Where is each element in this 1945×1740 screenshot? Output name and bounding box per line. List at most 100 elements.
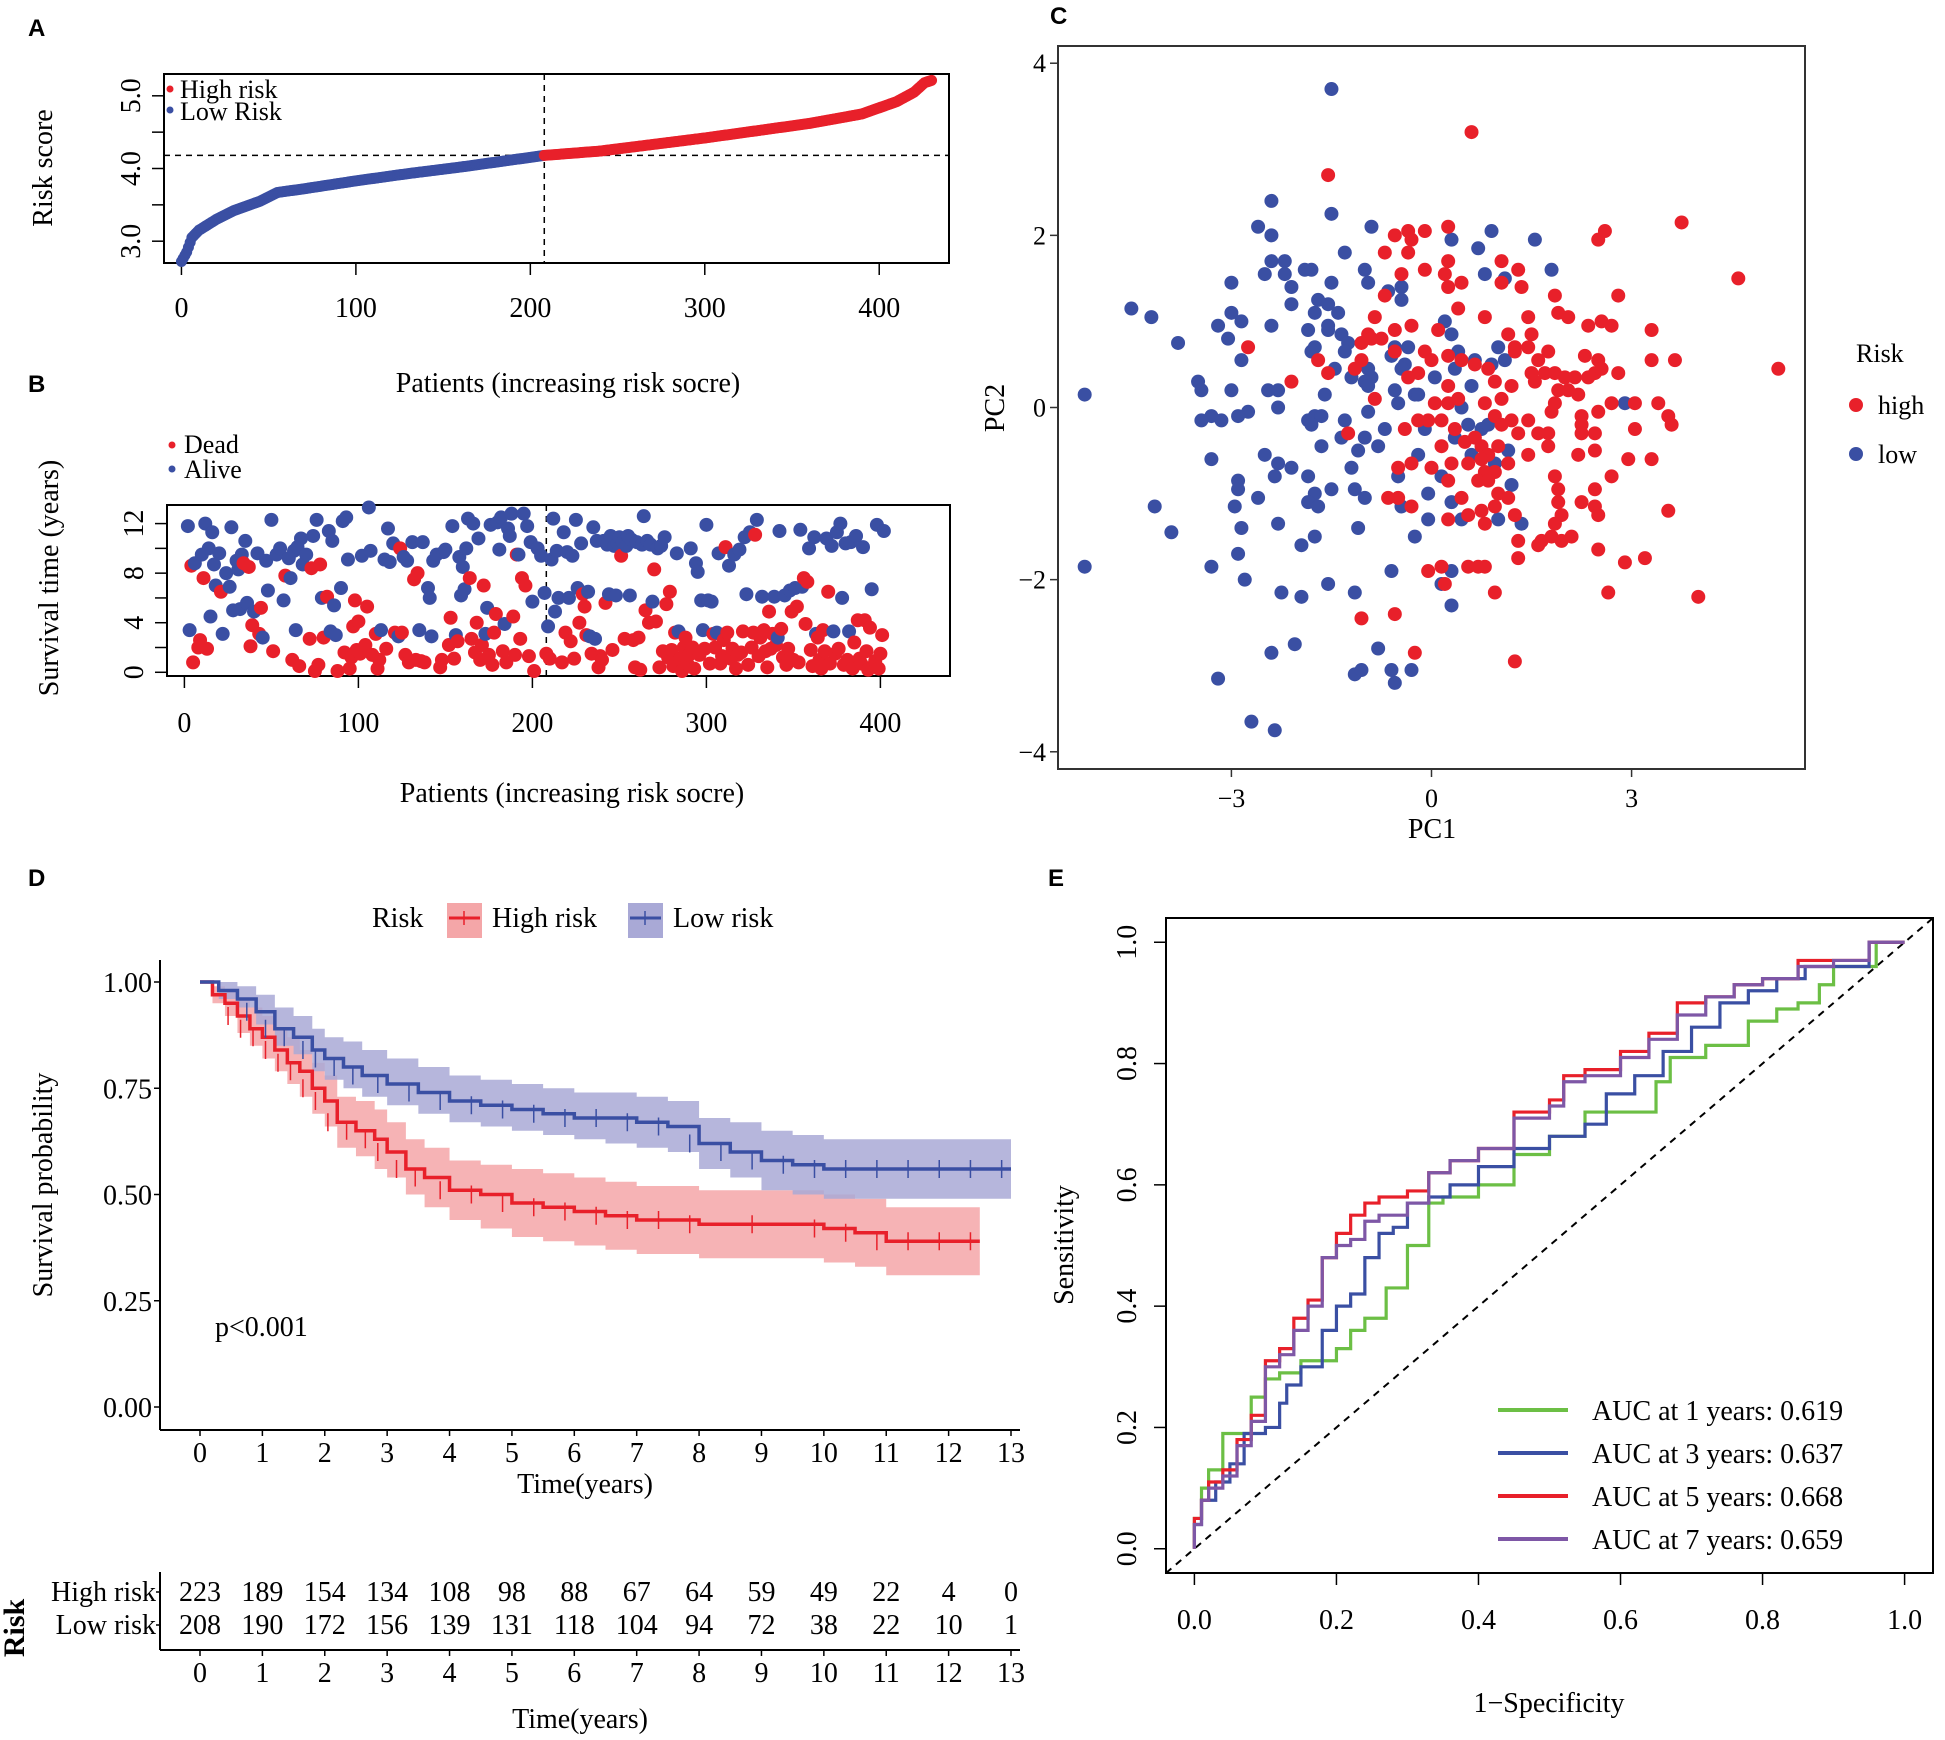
legend-title-risk-d: Risk <box>372 903 423 934</box>
point-low <box>1444 327 1459 342</box>
panel-e-frame <box>1165 917 1934 1574</box>
x-tick-label: 9 <box>754 1658 768 1689</box>
x-tick-label: 100 <box>335 293 377 324</box>
point-high <box>1504 413 1519 428</box>
point-high <box>1611 288 1626 303</box>
y-tick-label: 0.25 <box>103 1287 152 1318</box>
point-high <box>1581 318 1596 333</box>
point-high <box>1417 262 1432 277</box>
point-alive <box>516 506 531 521</box>
point-low <box>1324 82 1339 97</box>
y-tick-label: 0.2 <box>1112 1410 1143 1445</box>
point-low <box>1347 585 1362 600</box>
point-low <box>1504 477 1519 492</box>
x-tick-label: 6 <box>567 1438 581 1469</box>
point-dead <box>513 631 528 646</box>
point-alive <box>219 566 234 581</box>
point-high <box>1417 224 1432 239</box>
point-dead <box>697 641 712 656</box>
point-alive <box>608 588 623 603</box>
point-dead <box>647 562 662 577</box>
point-dead <box>313 557 328 572</box>
point-high <box>1434 439 1449 454</box>
point-alive <box>340 552 355 567</box>
point-high <box>1557 370 1572 385</box>
panel-a-legend: High risk Low Risk <box>166 75 282 126</box>
point-high <box>1547 469 1562 484</box>
x-tick-label: 2 <box>318 1658 332 1689</box>
point-high <box>1341 426 1356 441</box>
point-high <box>1577 348 1592 363</box>
point-alive <box>574 536 589 551</box>
x-tick-label: 11 <box>873 1658 900 1689</box>
point-alive <box>206 557 221 572</box>
point-dead <box>253 600 268 615</box>
point-alive <box>549 543 564 558</box>
point-dead <box>518 578 533 593</box>
point-low <box>1484 224 1499 239</box>
point-high <box>1367 391 1382 406</box>
risk-count-low: 156 <box>366 1610 408 1641</box>
legend-label-low: low <box>1878 440 1917 469</box>
y-tick-label: 0.6 <box>1112 1167 1143 1202</box>
point-dead <box>311 657 326 672</box>
point-alive <box>264 512 279 527</box>
point-high <box>1514 280 1529 294</box>
point-high <box>1321 168 1336 183</box>
point-alive <box>732 542 747 557</box>
point-high <box>1391 460 1406 475</box>
point-low <box>1471 241 1486 256</box>
panel-b-xlabel: Patients (increasing risk socre) <box>400 778 744 809</box>
point-alive <box>690 564 705 579</box>
point-alive <box>327 598 342 613</box>
point-high <box>1381 490 1396 505</box>
risk-count-low: 72 <box>747 1610 775 1641</box>
point-dead <box>372 652 387 667</box>
point-alive <box>238 533 253 548</box>
point-high <box>1454 353 1469 368</box>
point-high <box>1387 228 1402 243</box>
point-low <box>1491 340 1506 355</box>
point-high <box>1591 542 1606 557</box>
risk-count-high: 22 <box>872 1577 900 1608</box>
point-low <box>1391 396 1406 411</box>
point-low <box>1421 486 1436 501</box>
point-high <box>1691 589 1706 604</box>
point-high <box>1494 254 1509 269</box>
point-alive <box>704 594 719 609</box>
point-dead <box>527 664 542 679</box>
point-high <box>1637 551 1652 566</box>
point-high <box>1504 378 1519 393</box>
point-low <box>1277 267 1292 282</box>
point-alive <box>215 626 230 641</box>
risk-count-high: 223 <box>179 1577 221 1608</box>
point-dead <box>554 655 569 670</box>
point-high <box>1621 452 1636 467</box>
x-tick-label: 10 <box>810 1658 838 1689</box>
point-high <box>1394 267 1409 282</box>
point-low <box>1077 559 1092 574</box>
point-low <box>1357 262 1372 277</box>
point-high <box>1771 361 1786 376</box>
risk-count-low: 10 <box>935 1610 963 1641</box>
point-high <box>1547 516 1562 531</box>
point-low <box>1224 383 1239 398</box>
point-alive <box>325 533 340 548</box>
point-alive <box>224 520 239 535</box>
point-high <box>1561 310 1576 325</box>
panel-a-ylabel: Risk score <box>28 109 59 226</box>
point-dead <box>476 578 491 593</box>
risk-count-high: 189 <box>241 1577 283 1608</box>
point-high <box>1461 508 1476 523</box>
point-low <box>1301 323 1316 338</box>
point-low <box>1617 396 1632 411</box>
point-alive <box>400 553 415 568</box>
point-dead <box>821 584 836 599</box>
panel-a-risk-score-plot: 0 100 200 300 400 3.0 4.0 5.0 Risk score Patien… <box>28 73 950 399</box>
point-low <box>1337 245 1352 260</box>
point-high <box>1377 288 1392 303</box>
point-alive <box>504 506 519 521</box>
point-low <box>1231 482 1246 497</box>
x-tick-label: 3 <box>1625 784 1638 813</box>
point-low <box>1404 663 1419 678</box>
